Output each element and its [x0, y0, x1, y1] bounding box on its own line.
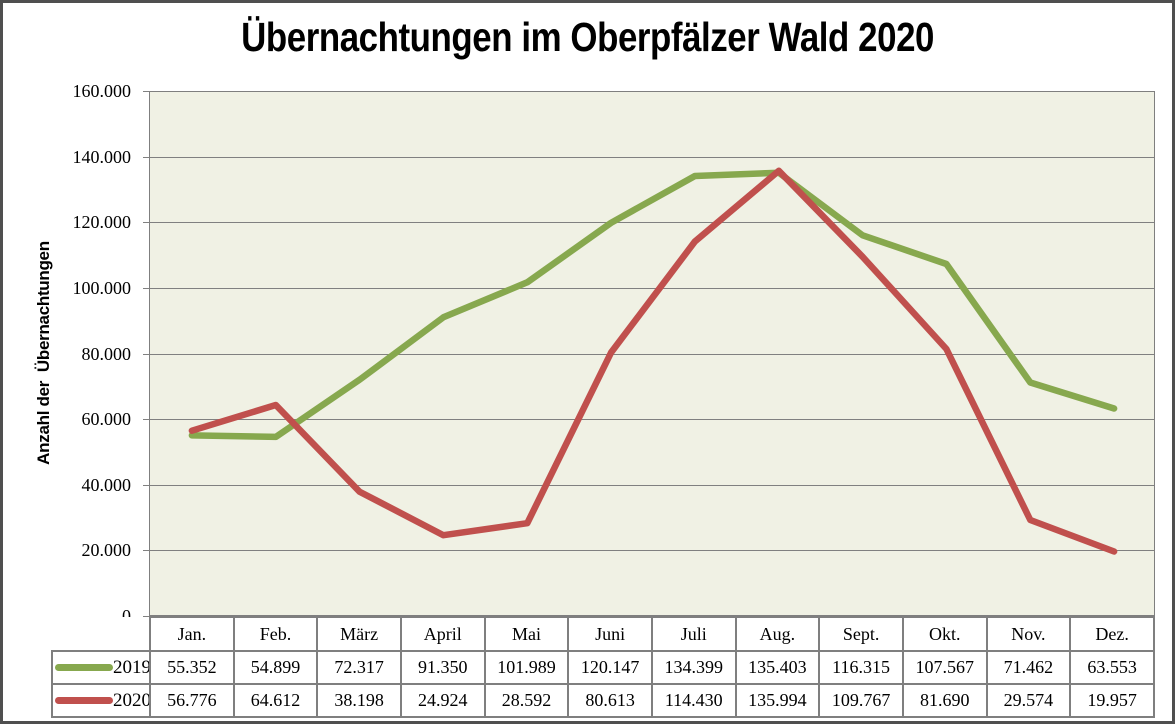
month-header-cell: Mai: [483, 616, 570, 652]
chart-title-text: Übernachtungen im Oberpfälzer Wald 2020: [241, 14, 934, 60]
value-cell: 109.767: [818, 683, 904, 718]
month-header-cell: Okt.: [901, 616, 988, 652]
month-header-cell: Feb.: [232, 616, 319, 652]
series-line-2019: [188, 169, 1118, 441]
data-table: Jan. Feb. März April Mai Juni Juli Aug. Sept. Okt…: [51, 616, 1155, 718]
y-tick-label: 0: [122, 606, 131, 626]
line-swatch-2019: [55, 664, 113, 671]
line-series-svg: [188, 167, 1118, 555]
value-cell: 81.690: [901, 683, 988, 718]
y-tick-label: 100.000: [72, 277, 132, 298]
gridline: [150, 484, 1154, 486]
y-tick-mark: [143, 91, 149, 92]
y-tick-mark: [143, 156, 149, 158]
line-swatch-2020: [55, 697, 113, 704]
y-tick-mark: [143, 222, 149, 224]
value-cell: 120.147: [567, 650, 653, 685]
month-header-cell: April: [399, 616, 486, 652]
y-tick-label: 140.000: [72, 146, 132, 167]
y-tick-label: 60.000: [81, 409, 132, 430]
y-tick-mark: [143, 287, 149, 289]
month-header-cell: Juli: [650, 616, 737, 652]
gridline: [150, 287, 1154, 289]
y-tick-mark: [143, 353, 149, 355]
value-cell: 19.957: [1069, 683, 1155, 718]
month-header-cell: März: [316, 616, 402, 652]
value-cell: 107.567: [901, 650, 988, 685]
value-cell: 135.994: [734, 683, 821, 718]
y-tick-mark: [143, 484, 149, 486]
y-tick-label: 160.000: [72, 81, 132, 101]
series-name-label: 2019: [113, 657, 150, 678]
table-corner-cell: [52, 617, 150, 651]
value-cell: 56.776: [149, 683, 235, 718]
y-tick-mark: [143, 550, 149, 552]
month-header-cell: Dez.: [1069, 616, 1155, 652]
y-tick-mark: [143, 419, 149, 421]
y-tick-mark: [143, 616, 149, 617]
value-cell: 71.462: [985, 650, 1072, 685]
value-cell: 80.613: [567, 683, 653, 718]
month-header-cell: Nov.: [985, 616, 1072, 652]
gridline: [150, 222, 1154, 224]
gridline: [150, 550, 1154, 552]
value-cell: 91.350: [399, 650, 486, 685]
gridline: [150, 156, 1154, 158]
y-tick-label: 80.000: [81, 343, 132, 364]
series-line-2020: [188, 167, 1118, 555]
month-header-cell: Aug.: [734, 616, 821, 652]
value-cell: 55.352: [149, 650, 235, 685]
legend-cell-2019: 2019: [51, 650, 151, 685]
value-cell: 101.989: [483, 650, 570, 685]
month-header-cell: Jan.: [149, 616, 235, 652]
value-cell: 24.924: [399, 683, 486, 718]
gridline: [150, 419, 1154, 421]
value-cell: 63.553: [1069, 650, 1155, 685]
y-tick-label: 40.000: [81, 474, 132, 495]
series-name-label: 2020: [113, 690, 150, 711]
month-header-cell: Juni: [567, 616, 653, 652]
value-cell: 135.403: [734, 650, 821, 685]
value-cell: 114.430: [650, 683, 737, 718]
chart-title: Übernachtungen im Oberpfälzer Wald 2020: [3, 14, 1172, 60]
y-tick-label: 20.000: [81, 540, 132, 561]
value-cell: 72.317: [316, 650, 402, 685]
y-tick-label: 120.000: [72, 212, 132, 233]
value-cell: 29.574: [985, 683, 1072, 718]
month-header-cell: Sept.: [818, 616, 904, 652]
value-cell: 64.612: [232, 683, 319, 718]
value-cell: 134.399: [650, 650, 737, 685]
value-cell: 116.315: [818, 650, 904, 685]
table-row-2020: 2020 56.776 64.612 38.198 24.924 28.592 80.613…: [51, 683, 1155, 718]
gridline: [150, 353, 1154, 355]
value-cell: 28.592: [483, 683, 570, 718]
plot-area: [149, 91, 1155, 616]
legend-cell-2020: 2020: [51, 683, 151, 718]
value-cell: 54.899: [232, 650, 319, 685]
value-cell: 38.198: [316, 683, 402, 718]
table-row-2019: 2019 55.352 54.899 72.317 91.350 101.989 120.1…: [51, 650, 1155, 685]
